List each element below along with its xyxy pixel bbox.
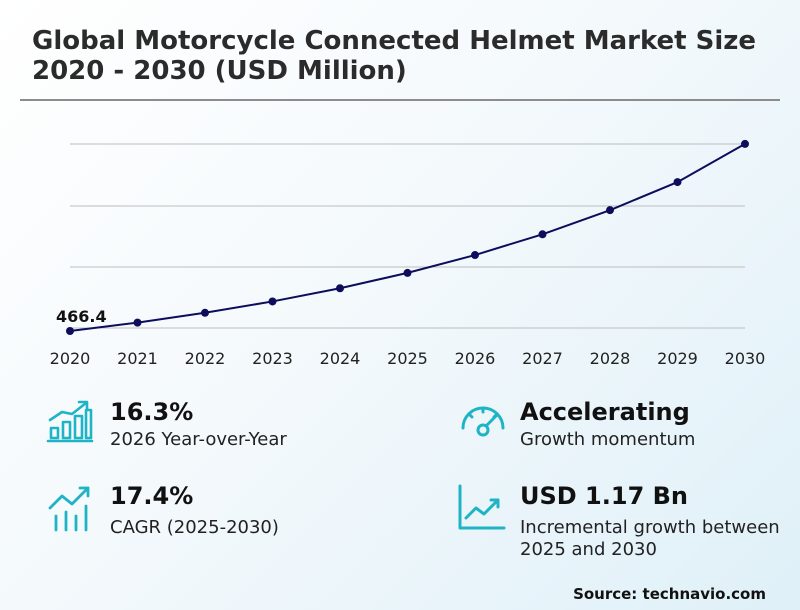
- kpi-cagr-label: CAGR (2025-2030): [110, 517, 279, 538]
- kpi-yoy: 16.3% 2026 Year-over-Year: [46, 398, 386, 458]
- source-credit: Source: technavio.com: [573, 585, 766, 603]
- x-tick-2023: 2023: [252, 349, 293, 368]
- x-tick-2024: 2024: [320, 349, 361, 368]
- kpi-yoy-value: 16.3%: [110, 398, 194, 426]
- line-chart-up-icon: [458, 484, 506, 530]
- x-tick-2020: 2020: [50, 349, 91, 368]
- data-labels: 466.4: [56, 307, 107, 326]
- x-tick-2021: 2021: [117, 349, 158, 368]
- data-point-2026: [471, 251, 479, 260]
- data-label-2020: 466.4: [56, 307, 107, 326]
- gridlines: [70, 143, 745, 329]
- series-line-layer: [69, 143, 746, 332]
- data-point-2020: [66, 327, 74, 335]
- kpi-cagr-value: 17.4%: [110, 482, 194, 510]
- data-points: [66, 139, 749, 335]
- x-tick-2022: 2022: [185, 349, 226, 368]
- kpi-momentum-label: Growth momentum: [520, 429, 696, 450]
- kpi-incremental: USD 1.17 Bn Incremental growth between 2…: [456, 482, 786, 566]
- data-point-2024: [336, 284, 344, 293]
- kpi-momentum: Accelerating Growth momentum: [458, 398, 778, 458]
- kpi-momentum-value: Accelerating: [520, 398, 690, 426]
- x-tick-2030: 2030: [725, 349, 766, 368]
- x-tick-2026: 2026: [455, 349, 496, 368]
- title-divider: [20, 99, 780, 101]
- bar-chart-growth-icon: [46, 400, 94, 443]
- kpi-yoy-label: 2026 Year-over-Year: [110, 429, 287, 450]
- data-point-2023: [268, 297, 277, 306]
- trend-up-bars-icon: [48, 486, 90, 532]
- speedometer-icon: [461, 406, 505, 437]
- kpi-incremental-value: USD 1.17 Bn: [520, 482, 688, 510]
- data-point-2028: [606, 206, 614, 215]
- data-point-2025: [403, 268, 412, 277]
- data-point-2022: [201, 308, 209, 317]
- kpi-incremental-label: Incremental growth between 2025 and 2030: [520, 517, 780, 560]
- kpi-cagr: 17.4% CAGR (2025-2030): [46, 482, 386, 546]
- x-tick-2025: 2025: [387, 349, 428, 368]
- data-point-2027: [538, 230, 547, 239]
- data-point-2029: [673, 178, 682, 187]
- chart-title: Global Motorcycle Connected Helmet Marke…: [32, 26, 757, 86]
- data-point-2030: [741, 139, 749, 148]
- x-axis-ticks: 2020 2021 2022 2023 2024 2025 2026 2027 2028 2029…: [50, 349, 766, 368]
- x-tick-2029: 2029: [657, 349, 698, 368]
- x-tick-2027: 2027: [522, 349, 563, 368]
- x-tick-2028: 2028: [590, 349, 631, 368]
- series-line: [69, 143, 746, 332]
- data-point-2021: [133, 318, 142, 327]
- line-chart: 466.4 2020 2021 2022 2023 2024 2025 2026 2027 20…: [50, 139, 766, 368]
